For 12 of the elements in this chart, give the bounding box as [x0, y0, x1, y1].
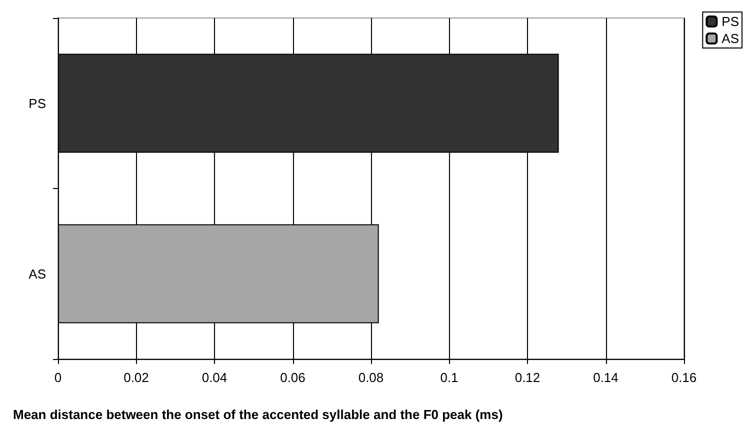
x-tick-label: 0.04 — [202, 370, 228, 385]
legend-label: AS — [722, 31, 740, 46]
x-tick-label: 0 — [54, 370, 62, 385]
x-axis-title: Mean distance between the onset of the accented syllable and the F0 peak (ms) — [13, 407, 503, 422]
x-tick-label: 0.02 — [124, 370, 149, 385]
x-tick-label: 0.16 — [671, 370, 697, 385]
x-tick-label: 0.12 — [514, 370, 540, 385]
x-tick-label: 0.1 — [440, 370, 458, 385]
x-tick-label: 0.06 — [280, 370, 306, 385]
x-tick-label: 0.14 — [593, 370, 618, 385]
legend-label: PS — [722, 14, 740, 29]
x-tick-label: 0.08 — [358, 370, 384, 385]
